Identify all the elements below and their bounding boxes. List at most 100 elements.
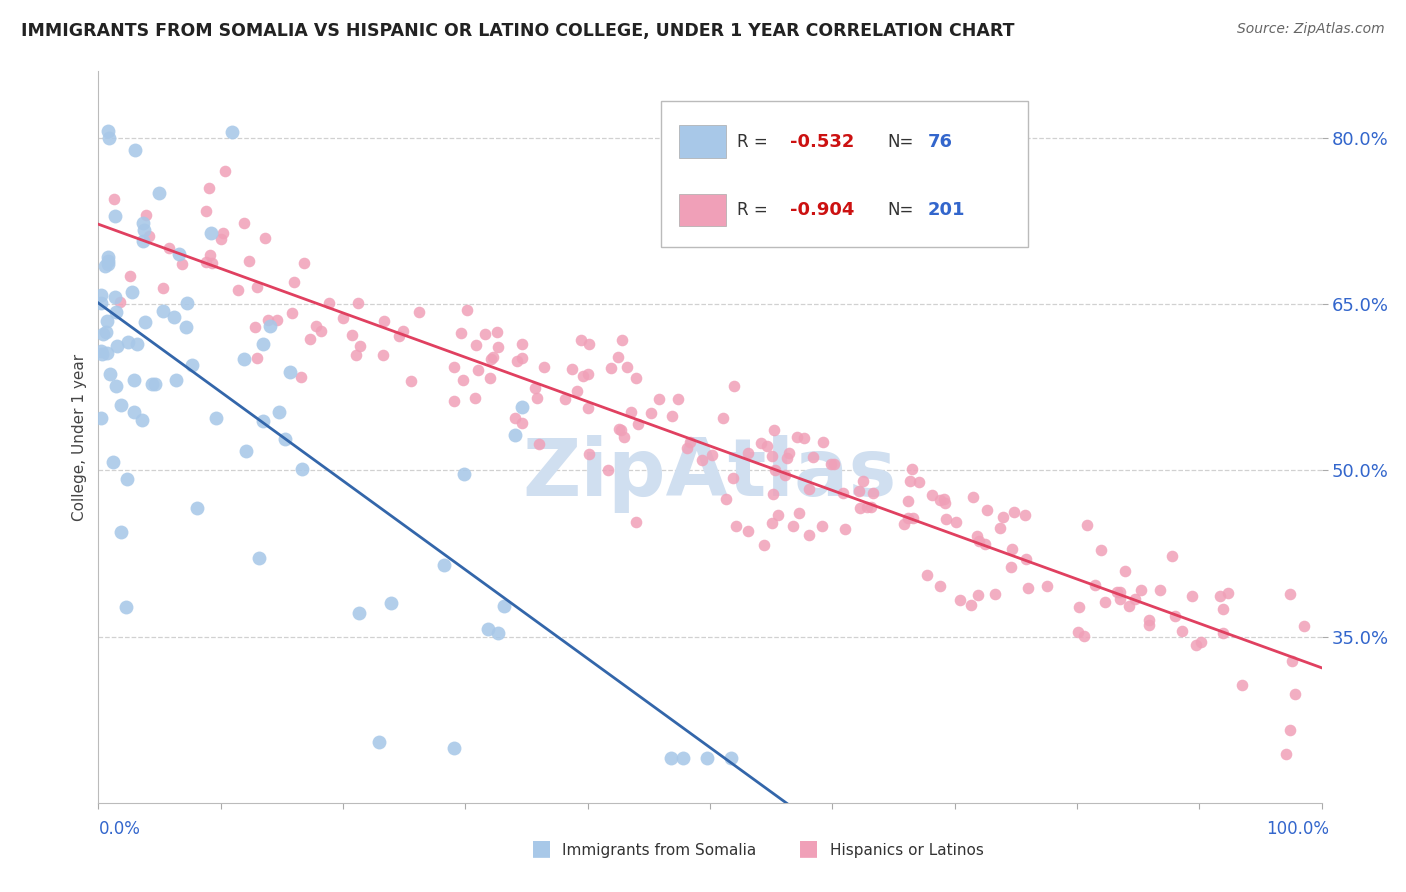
Point <box>510 400 533 414</box>
Point <box>194 203 217 218</box>
Point <box>797 528 820 542</box>
Point <box>929 492 952 507</box>
Point <box>141 377 163 392</box>
Text: N=: N= <box>887 202 914 219</box>
Point <box>962 490 984 504</box>
Point <box>627 417 650 431</box>
Text: R =: R = <box>737 133 768 151</box>
Point <box>1109 592 1132 607</box>
Point <box>749 436 772 450</box>
Point <box>723 471 745 485</box>
Point <box>893 517 915 532</box>
Point <box>945 515 967 529</box>
Point <box>810 519 832 533</box>
Point <box>569 333 592 347</box>
Point <box>561 362 583 376</box>
Point <box>464 391 486 405</box>
Point <box>135 208 157 222</box>
Point <box>211 226 233 240</box>
Point <box>373 314 395 328</box>
Point <box>512 337 534 351</box>
Point <box>527 437 550 451</box>
Point <box>928 579 950 593</box>
Point <box>450 326 472 340</box>
Point <box>832 486 855 500</box>
Point <box>233 216 256 230</box>
Point <box>152 303 174 318</box>
Point <box>1189 634 1212 648</box>
Point <box>1292 619 1315 633</box>
Point <box>762 487 785 501</box>
Point <box>856 500 879 514</box>
Point <box>988 521 1011 535</box>
Point <box>90 343 112 358</box>
Point <box>793 431 815 445</box>
Point <box>599 361 621 376</box>
Point <box>221 125 243 139</box>
Point <box>332 310 354 325</box>
Point <box>1281 654 1303 668</box>
Point <box>290 369 312 384</box>
Point <box>679 435 702 450</box>
Point <box>505 428 527 442</box>
Point <box>967 533 990 548</box>
Point <box>696 751 718 765</box>
Point <box>138 229 160 244</box>
Point <box>503 410 526 425</box>
Text: Immigrants from Somalia: Immigrants from Somalia <box>562 843 756 857</box>
Point <box>267 405 290 419</box>
Point <box>280 364 302 378</box>
Point <box>105 305 128 319</box>
Point <box>157 241 180 255</box>
Text: ZipAtlas: ZipAtlas <box>523 434 897 513</box>
Point <box>451 373 474 387</box>
Point <box>245 320 267 334</box>
Point <box>186 501 208 516</box>
Point <box>848 501 870 516</box>
Text: Source: ZipAtlas.com: Source: ZipAtlas.com <box>1237 22 1385 37</box>
Point <box>1017 581 1039 595</box>
Text: 76: 76 <box>928 133 953 151</box>
Point <box>292 255 315 269</box>
Point <box>1181 590 1204 604</box>
Point <box>1000 560 1022 574</box>
FancyBboxPatch shape <box>661 101 1028 247</box>
Point <box>554 392 576 406</box>
FancyBboxPatch shape <box>679 194 725 227</box>
Point <box>1284 687 1306 701</box>
Point <box>110 525 132 540</box>
Point <box>169 247 191 261</box>
Point <box>966 529 988 543</box>
Point <box>862 486 884 500</box>
Point <box>610 333 633 347</box>
Point <box>474 326 496 341</box>
Point <box>606 350 628 364</box>
Point <box>143 376 166 391</box>
Point <box>97 257 120 271</box>
Point <box>200 226 222 240</box>
Point <box>1275 747 1298 762</box>
Point <box>966 588 988 602</box>
Point <box>756 439 779 453</box>
Point <box>676 441 699 455</box>
Point <box>776 451 799 466</box>
Point <box>176 295 198 310</box>
Point <box>274 432 297 446</box>
Point <box>94 326 117 340</box>
Point <box>1114 564 1136 578</box>
Point <box>259 319 281 334</box>
Point <box>349 339 371 353</box>
Point <box>737 524 759 538</box>
Point <box>391 325 413 339</box>
Point <box>1170 624 1192 638</box>
Point <box>266 313 288 327</box>
Point <box>96 313 118 327</box>
Text: N=: N= <box>887 133 914 151</box>
Point <box>1084 578 1107 592</box>
Point <box>1212 602 1234 616</box>
Point <box>479 351 502 366</box>
Point <box>813 435 835 450</box>
Point <box>252 336 274 351</box>
Point <box>1094 595 1116 609</box>
Point <box>1123 592 1146 607</box>
